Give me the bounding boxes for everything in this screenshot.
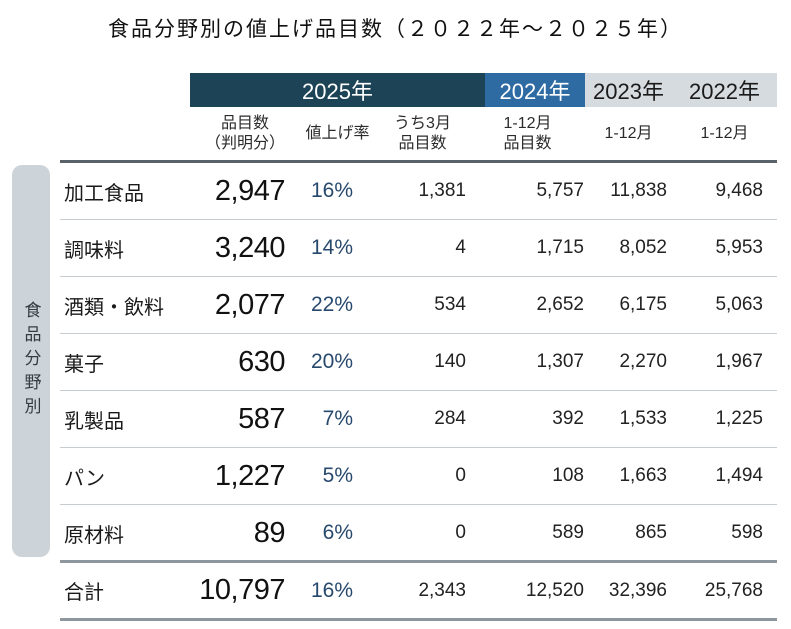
row-label: 乳製品 bbox=[64, 410, 124, 433]
subheader-line: 1-12月 bbox=[700, 125, 749, 142]
table-row: 酒類・飲料 2,077 22% 534 2,652 6,175 5,063 bbox=[60, 277, 777, 334]
table-body: 加工食品 2,947 16% 1,381 5,757 11,838 9,468 … bbox=[60, 163, 777, 561]
subheader-2022-period: 1-12月 bbox=[672, 108, 777, 160]
subheader-line: 1-12月 bbox=[604, 125, 653, 142]
row-label: 原材料 bbox=[64, 524, 124, 547]
count-2023-cell: 32,396 bbox=[608, 579, 667, 601]
rate-cell: 16% bbox=[310, 578, 353, 602]
header-years-past: 2023年 2022年 bbox=[585, 73, 777, 107]
march-count-cell: 284 bbox=[434, 408, 466, 429]
count-2022-cell: 5,953 bbox=[715, 237, 763, 258]
items-count-cell: 3,240 bbox=[214, 231, 286, 264]
rate-cell: 20% bbox=[310, 350, 353, 373]
subheader-2023-period: 1-12月 bbox=[585, 108, 672, 160]
subheader-line: 品目数 bbox=[503, 135, 552, 152]
rate-cell: 5% bbox=[322, 464, 353, 487]
march-count-cell: 4 bbox=[455, 237, 466, 258]
subheader-line: （判明分） bbox=[204, 135, 285, 152]
items-count-cell: 2,077 bbox=[214, 288, 286, 321]
table-row: 原材料 89 6% 0 589 865 598 bbox=[60, 505, 777, 561]
march-count-cell: 1,381 bbox=[418, 180, 466, 201]
count-2024-cell: 589 bbox=[552, 522, 584, 543]
category-axis-text: 食品分野別 bbox=[21, 301, 41, 421]
march-count-cell: 0 bbox=[455, 522, 466, 543]
march-count-cell: 140 bbox=[434, 351, 466, 372]
subheader-line: 値上げ率 bbox=[305, 125, 370, 142]
subheader-items-count: 品目数 （判明分） bbox=[190, 108, 300, 160]
subheader-2024-count: 1-12月 品目数 bbox=[470, 108, 585, 160]
count-2022-cell: 598 bbox=[731, 522, 763, 543]
header-year-2022: 2022年 bbox=[689, 79, 760, 104]
rate-cell: 7% bbox=[322, 407, 353, 430]
subheader-rate: 値上げ率 bbox=[300, 108, 375, 160]
count-2023-cell: 1,533 bbox=[619, 408, 667, 429]
count-2024-cell: 1,715 bbox=[536, 237, 584, 258]
category-axis-label: 食品分野別 bbox=[12, 165, 50, 557]
count-2024-cell: 5,757 bbox=[536, 180, 584, 201]
row-label: パン bbox=[64, 467, 105, 490]
row-label: 加工食品 bbox=[64, 182, 144, 205]
rate-cell: 6% bbox=[322, 521, 353, 544]
count-2023-cell: 2,270 bbox=[619, 351, 667, 372]
count-2023-cell: 11,838 bbox=[610, 180, 667, 201]
divider-below-subheader bbox=[60, 160, 777, 163]
row-label: 酒類・飲料 bbox=[64, 296, 164, 319]
items-count-cell: 89 bbox=[253, 516, 286, 549]
items-count-cell: 10,797 bbox=[199, 574, 285, 606]
divider-below-total bbox=[60, 618, 777, 621]
subheader-line: うち3月 bbox=[394, 115, 451, 132]
rate-cell: 22% bbox=[310, 293, 353, 316]
count-2022-cell: 9,468 bbox=[715, 180, 763, 201]
table-row: 加工食品 2,947 16% 1,381 5,757 11,838 9,468 bbox=[60, 163, 777, 220]
march-count-cell: 534 bbox=[434, 294, 466, 315]
count-2023-cell: 8,052 bbox=[619, 237, 667, 258]
header-year-2025: 2025年 bbox=[190, 73, 485, 107]
count-2024-cell: 2,652 bbox=[536, 294, 584, 315]
march-count-cell: 0 bbox=[455, 465, 466, 486]
subheader-line: 1-12月 bbox=[503, 115, 552, 132]
table-row: パン 1,227 5% 0 108 1,663 1,494 bbox=[60, 448, 777, 505]
count-2023-cell: 865 bbox=[635, 522, 667, 543]
count-2024-cell: 12,520 bbox=[525, 579, 584, 601]
items-count-cell: 587 bbox=[238, 402, 285, 435]
row-label: 合計 bbox=[64, 582, 104, 604]
count-2022-cell: 1,225 bbox=[715, 408, 763, 429]
count-2022-cell: 1,494 bbox=[715, 465, 763, 486]
header-year-2024: 2024年 bbox=[485, 73, 585, 107]
total-row: 合計 10,797 16% 2,343 12,520 32,396 25,768 bbox=[60, 563, 777, 618]
count-2022-cell: 5,063 bbox=[715, 294, 763, 315]
march-count-cell: 2,343 bbox=[418, 579, 466, 601]
table-row: 菓子 630 20% 140 1,307 2,270 1,967 bbox=[60, 334, 777, 391]
rate-cell: 16% bbox=[310, 179, 353, 202]
subheader-line: 品目数 bbox=[220, 115, 269, 132]
items-count-cell: 2,947 bbox=[214, 174, 286, 207]
count-2022-cell: 25,768 bbox=[704, 579, 763, 601]
row-label: 菓子 bbox=[64, 353, 104, 376]
count-2024-cell: 108 bbox=[552, 465, 584, 486]
subheader-row: 品目数 （判明分） 値上げ率 うち3月 品目数 1-12月 品目数 1-12月 … bbox=[190, 108, 777, 160]
rate-cell: 14% bbox=[310, 236, 353, 259]
divider-above-total bbox=[60, 560, 777, 563]
count-2024-cell: 392 bbox=[552, 408, 584, 429]
count-2024-cell: 1,307 bbox=[536, 351, 584, 372]
items-count-cell: 1,227 bbox=[214, 459, 286, 492]
count-2022-cell: 1,967 bbox=[715, 351, 763, 372]
count-2023-cell: 1,663 bbox=[619, 465, 667, 486]
table-row: 乳製品 587 7% 284 392 1,533 1,225 bbox=[60, 391, 777, 448]
table-row: 調味料 3,240 14% 4 1,715 8,052 5,953 bbox=[60, 220, 777, 277]
subheader-line: 品目数 bbox=[398, 135, 447, 152]
row-label: 調味料 bbox=[64, 239, 124, 262]
subheader-march-count: うち3月 品目数 bbox=[375, 108, 470, 160]
items-count-cell: 630 bbox=[238, 345, 285, 378]
count-2023-cell: 6,175 bbox=[619, 294, 667, 315]
year-header-bar: 2025年 2024年 2023年 2022年 bbox=[190, 73, 777, 107]
header-year-2023: 2023年 bbox=[593, 79, 664, 104]
page-title: 食品分野別の値上げ品目数（２０２２年～２０２５年） bbox=[108, 18, 683, 41]
